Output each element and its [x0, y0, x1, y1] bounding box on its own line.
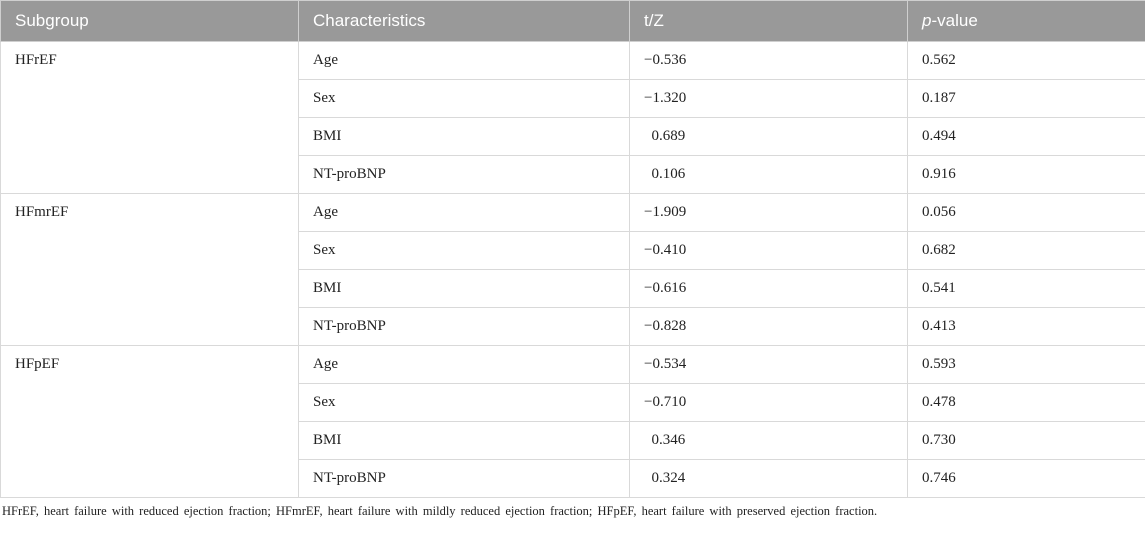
cell-characteristic: BMI [299, 118, 630, 156]
cell-subgroup: HFrEF [1, 42, 299, 194]
cell-characteristic: Age [299, 346, 630, 384]
cell-pvalue: 0.916 [908, 156, 1145, 194]
cell-pvalue: 0.187 [908, 80, 1145, 118]
cell-tz: −0.710 [630, 384, 908, 422]
cell-characteristic: Sex [299, 232, 630, 270]
table-body: HFrEFAge−0.5360.562Sex−1.3200.187BMI 0.6… [1, 42, 1145, 498]
cell-tz: 0.324 [630, 460, 908, 498]
cell-characteristic: BMI [299, 270, 630, 308]
cell-pvalue: 0.413 [908, 308, 1145, 346]
cell-pvalue: 0.730 [908, 422, 1145, 460]
cell-pvalue: 0.562 [908, 42, 1145, 80]
pvalue-suffix: -value [931, 11, 977, 30]
table-footnote: HFrEF, heart failure with reduced ejecti… [0, 498, 1145, 519]
cell-pvalue: 0.056 [908, 194, 1145, 232]
cell-pvalue: 0.746 [908, 460, 1145, 498]
cell-subgroup: HFpEF [1, 346, 299, 498]
cell-tz: −0.410 [630, 232, 908, 270]
cell-subgroup: HFmrEF [1, 194, 299, 346]
cell-characteristic: Age [299, 42, 630, 80]
cell-tz: 0.106 [630, 156, 908, 194]
cell-tz: 0.689 [630, 118, 908, 156]
table-row: HFmrEFAge−1.9090.056 [1, 194, 1145, 232]
cell-pvalue: 0.478 [908, 384, 1145, 422]
cell-characteristic: Age [299, 194, 630, 232]
cell-pvalue: 0.682 [908, 232, 1145, 270]
col-header-subgroup: Subgroup [1, 1, 299, 42]
cell-tz: −0.534 [630, 346, 908, 384]
table-header-row: Subgroup Characteristics t/Z p-value [1, 1, 1145, 42]
col-header-tz: t/Z [630, 1, 908, 42]
cell-pvalue: 0.593 [908, 346, 1145, 384]
table-row: HFrEFAge−0.5360.562 [1, 42, 1145, 80]
cell-characteristic: Sex [299, 384, 630, 422]
cell-tz: 0.346 [630, 422, 908, 460]
cell-characteristic: Sex [299, 80, 630, 118]
cell-tz: −0.828 [630, 308, 908, 346]
stats-table: Subgroup Characteristics t/Z p-value HFr… [0, 0, 1145, 498]
cell-characteristic: NT-proBNP [299, 156, 630, 194]
cell-characteristic: NT-proBNP [299, 460, 630, 498]
col-header-characteristics: Characteristics [299, 1, 630, 42]
cell-tz: −0.616 [630, 270, 908, 308]
cell-tz: −0.536 [630, 42, 908, 80]
cell-pvalue: 0.541 [908, 270, 1145, 308]
cell-tz: −1.909 [630, 194, 908, 232]
col-header-pvalue: p-value [908, 1, 1145, 42]
table-row: HFpEFAge−0.5340.593 [1, 346, 1145, 384]
cell-tz: −1.320 [630, 80, 908, 118]
cell-characteristic: BMI [299, 422, 630, 460]
cell-pvalue: 0.494 [908, 118, 1145, 156]
cell-characteristic: NT-proBNP [299, 308, 630, 346]
